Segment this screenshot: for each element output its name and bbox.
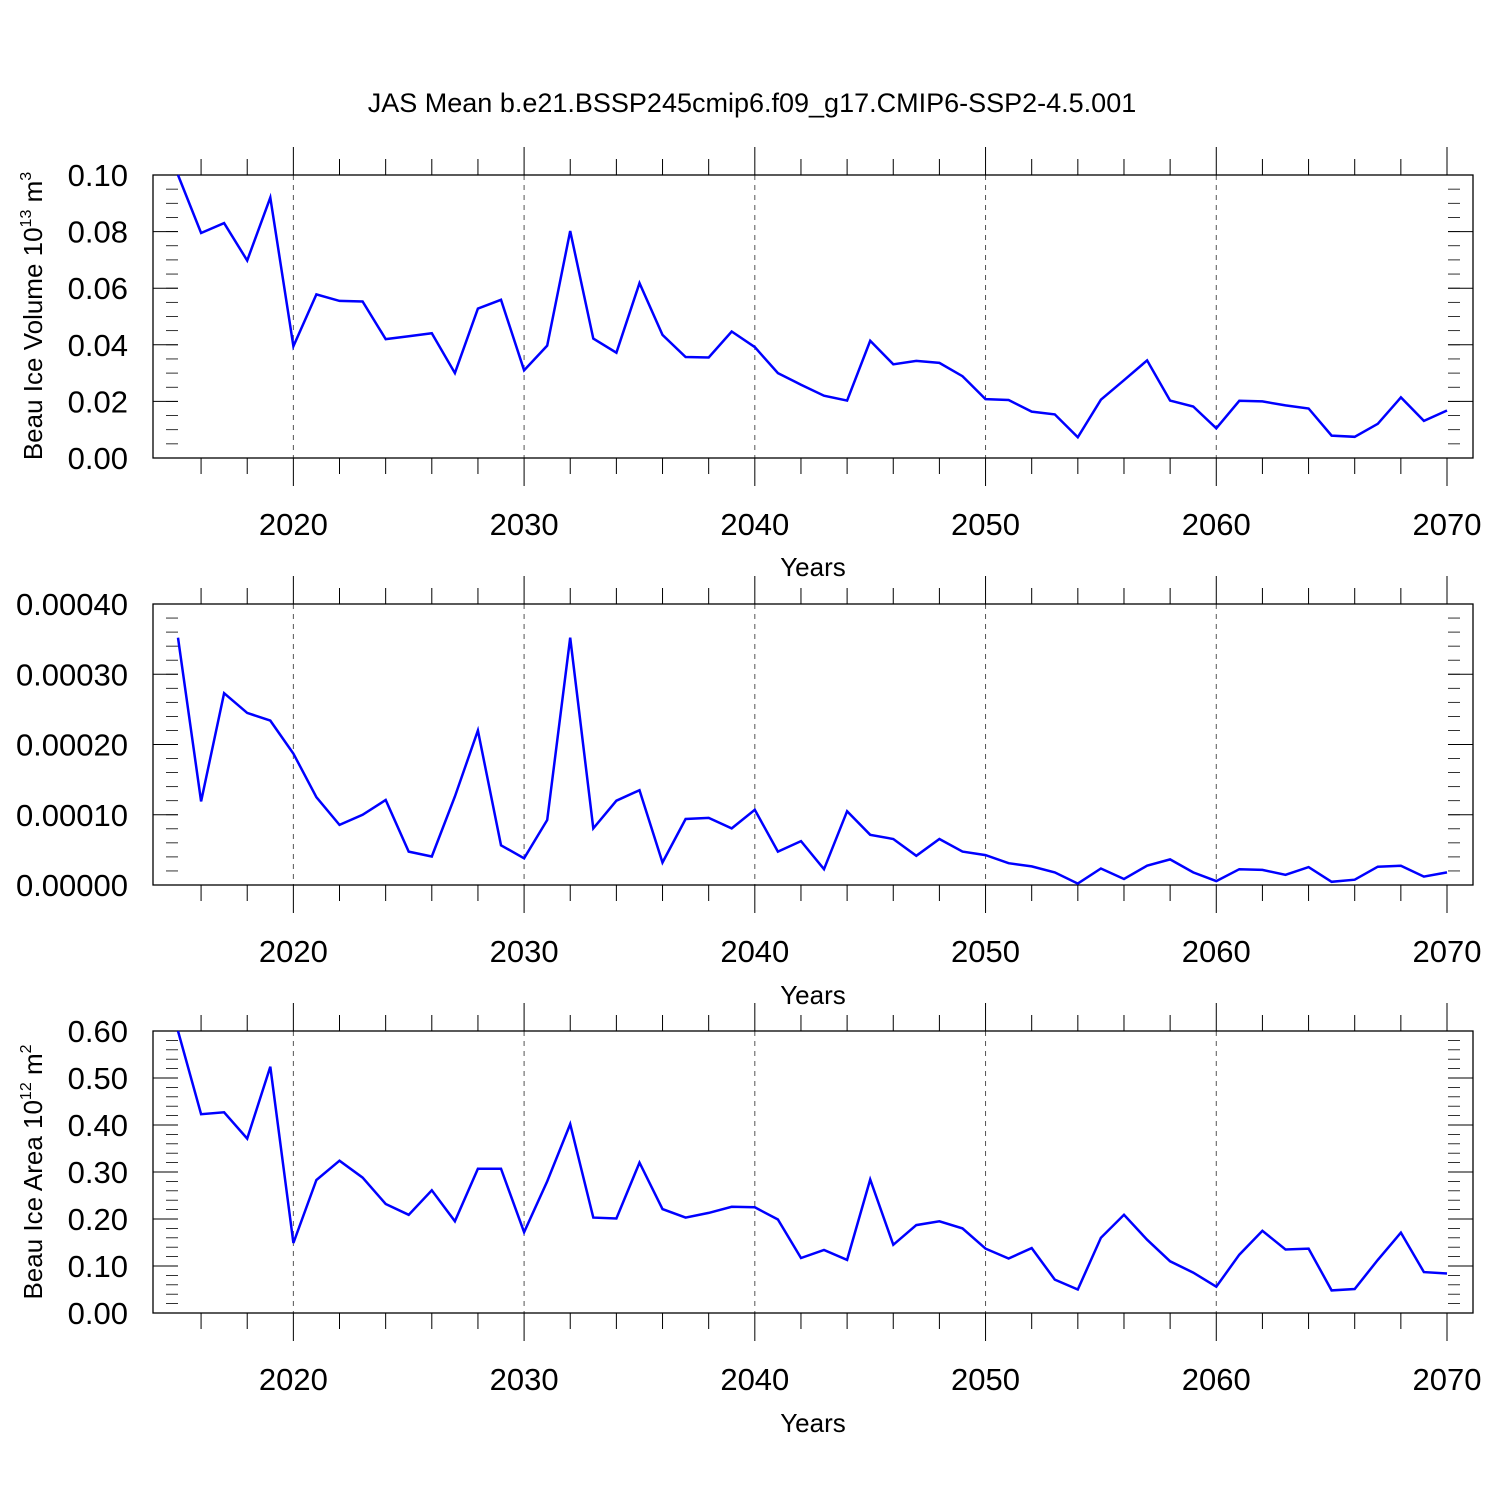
thickness-grid	[292, 604, 1217, 885]
volume-y-tick-label-4: 0.08	[68, 215, 128, 250]
thickness-y-tick-label-1: 0.00010	[16, 798, 128, 833]
volume-panel: 0.00 0.02 0.04 0.06 0.08 0.10 2020 2030 2040 205…	[18, 147, 1481, 582]
volume-x-tick-label-2020: 2020	[259, 507, 328, 542]
area-x-tick-label-2070: 2070	[1413, 1362, 1482, 1397]
volume-y-tick-label-0: 0.00	[68, 441, 128, 476]
volume-x-tick-label-2050: 2050	[951, 507, 1020, 542]
volume-grid	[292, 175, 1217, 458]
area-y-tick-label-1: 0.10	[68, 1249, 128, 1284]
area-y-tick-label-0: 0.00	[68, 1296, 128, 1331]
area-panel: 0.00 0.10 0.20 0.30 0.40 0.50 0.60 2020 2030 204…	[18, 1003, 1481, 1438]
figure-title: JAS Mean b.e21.BSSP245cmip6.f09_g17.CMIP…	[368, 88, 1136, 118]
area-y-axis-label-unit: m	[18, 1053, 48, 1082]
area-y-tick-label-5: 0.50	[68, 1061, 128, 1096]
area-x-tick-labels: 2020 2030 2040 2050 2060 2070	[259, 1362, 1482, 1397]
thickness-x-axis-label: Years	[780, 980, 846, 1010]
area-x-tick-label-2060: 2060	[1182, 1362, 1251, 1397]
area-y-tick-label-3: 0.30	[68, 1155, 128, 1190]
volume-series-line	[176, 174, 1448, 440]
area-ticks	[153, 1003, 1473, 1341]
thickness-x-tick-label-2040: 2040	[720, 934, 789, 969]
area-x-tick-label-2050: 2050	[951, 1362, 1020, 1397]
volume-y-tick-label-1: 0.02	[68, 384, 128, 419]
volume-x-tick-label-2040: 2040	[720, 507, 789, 542]
area-y-axis-label-main: Beau Ice Area 10	[18, 1100, 48, 1299]
area-x-axis-label: Years	[780, 1408, 846, 1438]
area-y-axis-label: Beau Ice Area 1012 m2	[18, 1044, 48, 1299]
thickness-y-tick-label-4: 0.00040	[16, 587, 128, 622]
volume-ticks	[153, 147, 1473, 486]
area-y-axis-label-exp2: 2	[18, 1044, 35, 1053]
area-x-tick-label-2040: 2040	[720, 1362, 789, 1397]
area-series-line	[176, 1030, 1448, 1292]
thickness-x-tick-label-2070: 2070	[1413, 934, 1482, 969]
volume-x-axis-label: Years	[780, 552, 846, 582]
area-y-tick-label-6: 0.60	[68, 1014, 128, 1049]
volume-y-axis-label: Beau Ice Volume 1013 m3	[18, 172, 48, 460]
area-x-tick-label-2020: 2020	[259, 1362, 328, 1397]
thickness-y-tick-label-3: 0.00030	[16, 657, 128, 692]
volume-y-axis-label-main: Beau Ice Volume 10	[18, 227, 48, 460]
thickness-panel: 0.00000 0.00010 0.00020 0.00030 0.00040 2020…	[16, 576, 1482, 1010]
volume-x-tick-labels: 2020 2030 2040 2050 2060 2070	[259, 507, 1482, 542]
volume-y-tick-label-5: 0.10	[68, 158, 128, 193]
thickness-y-tick-labels: 0.00000 0.00010 0.00020 0.00030 0.00040	[16, 587, 128, 903]
thickness-y-tick-label-0: 0.00000	[16, 868, 128, 903]
area-x-tick-label-2030: 2030	[490, 1362, 559, 1397]
thickness-series-line	[176, 637, 1448, 886]
volume-y-tick-label-3: 0.06	[68, 271, 128, 306]
volume-x-tick-label-2060: 2060	[1182, 507, 1251, 542]
volume-y-axis-label-unit: m	[18, 181, 48, 210]
volume-plot-frame	[152, 174, 1474, 459]
thickness-x-tick-label-2060: 2060	[1182, 934, 1251, 969]
thickness-x-tick-label-2030: 2030	[490, 934, 559, 969]
area-y-tick-label-2: 0.20	[68, 1202, 128, 1237]
volume-y-tick-label-2: 0.04	[68, 328, 128, 363]
volume-x-tick-label-2070: 2070	[1413, 507, 1482, 542]
thickness-x-tick-label-2020: 2020	[259, 934, 328, 969]
volume-y-axis-label-exp1: 13	[18, 210, 35, 228]
volume-x-tick-label-2030: 2030	[490, 507, 559, 542]
area-y-tick-labels: 0.00 0.10 0.20 0.30 0.40 0.50 0.60	[68, 1014, 128, 1331]
thickness-y-tick-label-2: 0.00020	[16, 728, 128, 763]
area-y-axis-label-exp1: 12	[18, 1082, 35, 1100]
volume-y-tick-labels: 0.00 0.02 0.04 0.06 0.08 0.10	[68, 158, 128, 476]
area-y-tick-label-4: 0.40	[68, 1108, 128, 1143]
thickness-ticks	[153, 576, 1473, 913]
area-grid	[292, 1031, 1217, 1313]
volume-y-axis-label-exp2: 3	[18, 172, 35, 181]
thickness-x-tick-label-2050: 2050	[951, 934, 1020, 969]
thickness-x-tick-labels: 2020 2030 2040 2050 2060 2070	[259, 934, 1482, 969]
